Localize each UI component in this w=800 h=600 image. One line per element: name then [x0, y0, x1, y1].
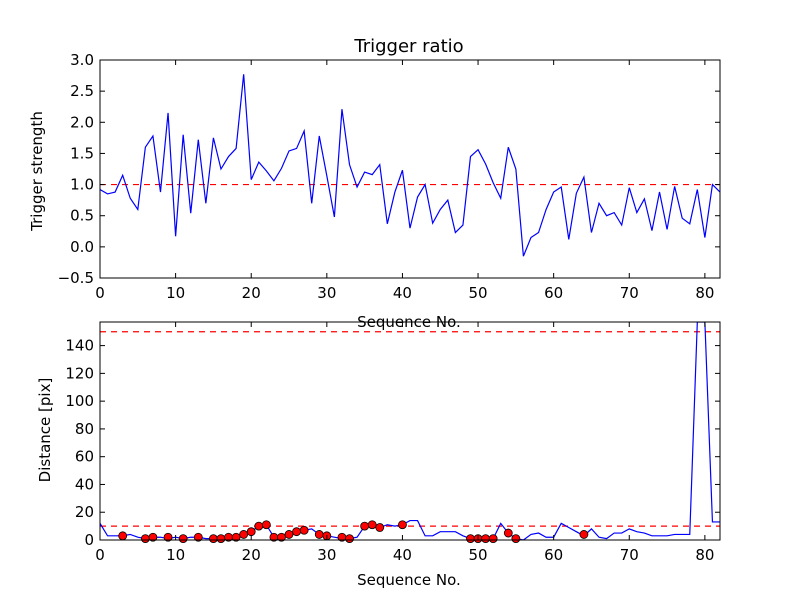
trigger-ratio-chart: Trigger ratio 0 10 20 30 40 50 60 70 80 −0.5 0.0 0.…: [28, 36, 721, 331]
data-point-marker: [375, 523, 385, 532]
y-tick-label: 1.0: [70, 176, 94, 194]
data-point-marker: [216, 534, 226, 544]
x-tick-label: 70: [620, 284, 639, 302]
data-point-marker: [503, 528, 513, 538]
y-tick-label: 0: [84, 531, 94, 549]
data-point-marker: [140, 534, 150, 544]
data-point-marker: [277, 532, 286, 542]
data-point-marker: [209, 534, 218, 544]
y-tick-label: 2.5: [70, 82, 94, 100]
y-tick-label: 80: [75, 420, 94, 438]
x-tick-label: 70: [620, 546, 639, 564]
x-axis-label: Sequence No.: [357, 571, 461, 589]
x-tick-label: 10: [166, 284, 185, 302]
data-point-marker: [246, 527, 256, 537]
y-tick-label: 0.0: [70, 238, 94, 256]
data-point-marker: [466, 534, 475, 544]
data-point-marker: [360, 521, 370, 531]
x-tick-label: 40: [393, 284, 412, 302]
data-point-marker: [398, 520, 407, 530]
x-tick-label: 80: [695, 284, 714, 302]
data-point-marker: [314, 530, 324, 539]
y-axis-label: Distance [pix]: [36, 378, 54, 483]
axis-ticks: 0 10 20 30 40 50 60 70 80 −0.5 0.0 0.5 1.0 1.5 2.0 2.5 3…: [58, 51, 720, 302]
series-lines: [100, 74, 720, 257]
x-tick-label: 30: [317, 284, 336, 302]
y-tick-label: 3.0: [70, 51, 94, 69]
y-tick-label: 2.0: [70, 113, 94, 131]
data-point-marker: [118, 531, 128, 541]
data-point-marker: [367, 520, 377, 530]
data-point-marker: [579, 530, 589, 539]
distance-chart: 0 10 20 30 40 50 60 70 80 0 20 40 60 80 100 120 140 Sequ…: [36, 321, 721, 589]
series-line: [100, 74, 720, 257]
x-tick-label: 80: [695, 546, 714, 564]
x-tick-label: 40: [393, 546, 412, 564]
y-tick-label: 140: [65, 337, 94, 355]
data-point-marker: [148, 532, 158, 542]
y-tick-label: 20: [75, 503, 94, 521]
data-point-marker: [481, 534, 491, 544]
threshold-lines: [100, 331, 720, 527]
data-point-marker: [284, 530, 294, 539]
y-tick-label: 120: [65, 364, 94, 382]
y-tick-label: 40: [75, 475, 94, 493]
data-point-marker: [178, 534, 188, 544]
data-point-marker: [239, 530, 249, 539]
x-tick-label: 60: [544, 284, 563, 302]
data-point-marker: [345, 534, 354, 544]
data-point-marker: [163, 532, 173, 542]
x-tick-label: 0: [95, 284, 105, 302]
x-tick-label: 10: [166, 546, 185, 564]
data-point-marker: [261, 520, 271, 530]
y-tick-label: −0.5: [58, 269, 94, 287]
x-tick-label: 30: [317, 546, 336, 564]
data-point-marker: [511, 534, 521, 544]
y-tick-label: 60: [75, 448, 94, 466]
markers: [118, 520, 589, 544]
y-tick-label: 0.5: [70, 207, 94, 225]
x-tick-label: 20: [242, 284, 261, 302]
y-tick-label: 100: [65, 392, 94, 410]
series-lines: [100, 322, 720, 540]
data-point-marker: [254, 521, 264, 531]
data-point-marker: [193, 532, 203, 542]
x-tick-label: 50: [469, 546, 488, 564]
x-tick-label: 60: [544, 546, 563, 564]
data-point-marker: [292, 527, 301, 537]
y-tick-label: 1.5: [70, 144, 94, 162]
x-tick-label: 50: [469, 284, 488, 302]
plot-frame: [99, 59, 721, 279]
x-tick-label: 0: [95, 546, 105, 564]
data-point-marker: [488, 534, 498, 544]
data-point-marker: [231, 532, 241, 542]
x-tick-label: 20: [242, 546, 261, 564]
plot-frame: [99, 321, 721, 541]
chart-title: Trigger ratio: [353, 36, 463, 57]
series-line: [100, 322, 720, 540]
data-point-marker: [299, 525, 309, 535]
y-axis-label: Trigger strength: [28, 111, 46, 232]
axis-ticks: 0 10 20 30 40 50 60 70 80 0 20 40 60 80 100 120 140: [65, 322, 720, 564]
